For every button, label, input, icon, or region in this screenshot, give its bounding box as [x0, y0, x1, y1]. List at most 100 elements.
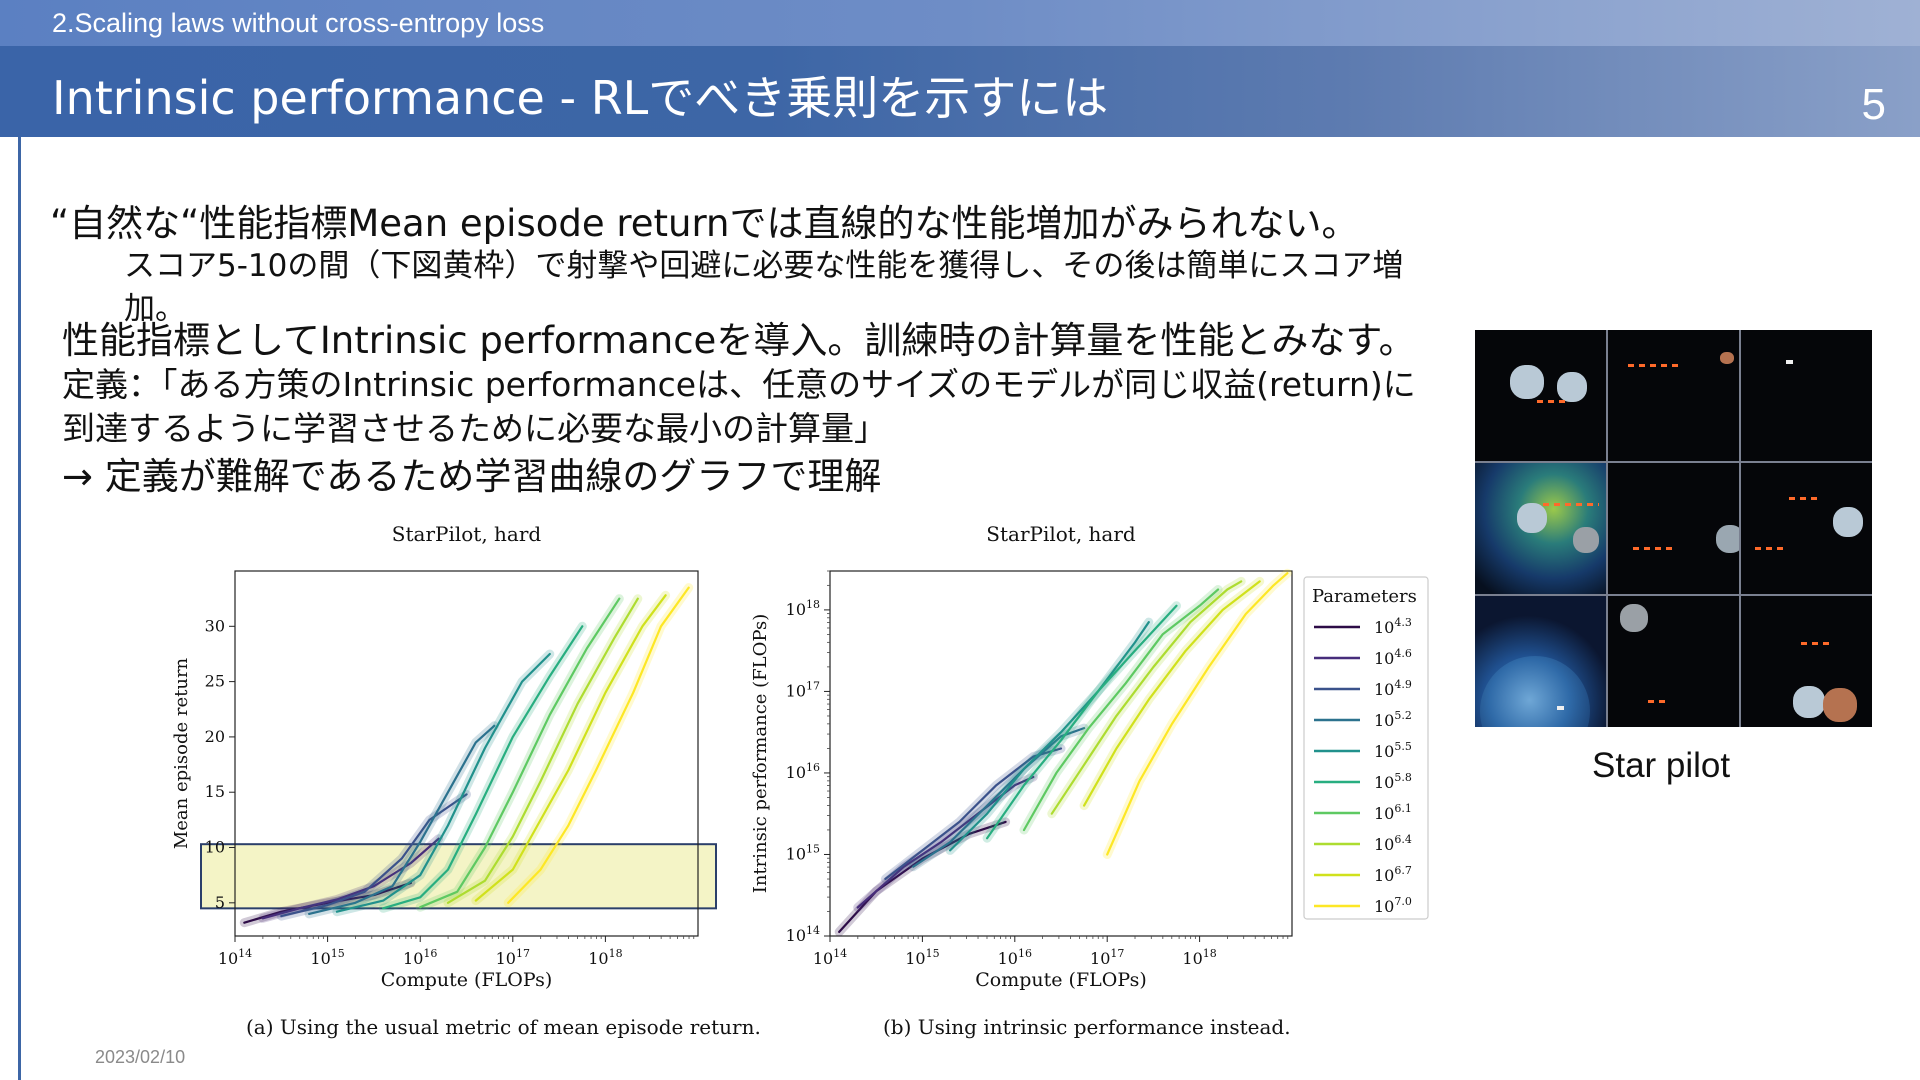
slide-header: 2.Scaling laws without cross-entropy los… [0, 0, 1920, 137]
x-tick-label: 1018 [1182, 947, 1216, 968]
x-axis-label: Compute (FLOPs) [975, 969, 1147, 991]
y-tick-label: 20 [205, 727, 225, 746]
y-tick-label: 1016 [786, 761, 820, 782]
series-line [856, 775, 1035, 909]
y-tick-label: 1015 [786, 842, 820, 863]
y-tick-label: 25 [205, 672, 225, 691]
legend-entry: 105.8 [1374, 771, 1412, 792]
laser-shots-icon [1789, 497, 1817, 500]
legend-box [1303, 576, 1429, 920]
series-line [507, 586, 690, 904]
game-tile [1608, 330, 1739, 461]
page-number: 5 [1861, 80, 1886, 129]
series-line [949, 621, 1150, 852]
x-tick-label: 1017 [1090, 947, 1124, 968]
game-tile [1741, 463, 1872, 594]
header-section-bar [0, 0, 1920, 46]
slide-title: Intrinsic performance - RLでべき乗則を示すには [52, 71, 1109, 125]
laser-shots-icon [1628, 364, 1680, 367]
series-line [335, 652, 551, 913]
laser-shots-icon [1801, 642, 1831, 645]
x-tick-label: 1018 [588, 947, 622, 968]
chart-title: StarPilot, hard [392, 522, 542, 546]
asteroid-icon [1620, 604, 1648, 632]
asteroid-icon [1793, 686, 1825, 718]
section-label: 2.Scaling laws without cross-entropy los… [52, 8, 545, 38]
y-tick-label: 5 [215, 893, 225, 912]
planet-icon [1480, 656, 1590, 727]
asteroid-icon [1557, 372, 1587, 402]
x-tick-label: 1014 [218, 947, 252, 968]
ship-icon [1786, 360, 1793, 364]
starpilot-screenshot-grid [1475, 330, 1872, 727]
y-tick-label: 1017 [786, 679, 820, 700]
y-axis-label: Mean episode return [171, 657, 192, 849]
series-line [308, 724, 496, 915]
y-tick-label: 1018 [786, 598, 820, 619]
body-line-3: 性能指標としてIntrinsic performanceを導入。訓練時の計算量を… [62, 319, 1416, 362]
laser-shots-icon [1543, 503, 1599, 506]
y-tick-label: 1014 [786, 924, 820, 945]
game-tile [1741, 596, 1872, 727]
legend-entry: 104.9 [1374, 678, 1412, 699]
legend-entry: 104.6 [1374, 647, 1412, 668]
legend-entry: 106.4 [1374, 833, 1412, 854]
legend-entry: 106.7 [1374, 864, 1412, 885]
game-tile [1475, 463, 1606, 594]
y-tick-label: 30 [205, 616, 225, 635]
y-axis-label: Intrinsic performance (FLOPs) [750, 614, 771, 894]
body-line-5: 到達するように学習させるために必要な最小の計算量」 [62, 409, 887, 448]
legend-entry: 106.1 [1374, 802, 1412, 823]
y-tick-label: 15 [205, 782, 225, 801]
body-line-4: 定義：「ある方策のIntrinsic performanceは、任意のサイズのモ… [62, 365, 1416, 404]
series-line [1022, 588, 1220, 832]
x-tick-label: 1015 [905, 947, 939, 968]
explosion-icon [1720, 352, 1734, 364]
game-tile [1475, 330, 1606, 461]
x-axis-label: Compute (FLOPs) [381, 969, 553, 991]
y-tick-label: 10 [205, 838, 225, 857]
scaling-charts-svg: StarPilot, hard Compute (FLOPs) Mean episo… [171, 522, 1429, 991]
x-tick-label: 1015 [310, 947, 344, 968]
x-tick-label: 1016 [998, 947, 1032, 968]
asteroid-icon [1510, 365, 1544, 399]
laser-shots-icon [1537, 400, 1565, 403]
series-line [838, 820, 1007, 933]
series-line [446, 597, 639, 904]
scaling-figure: StarPilot, hard Compute (FLOPs) Mean episo… [160, 505, 1440, 1055]
series-line [261, 837, 440, 920]
laser-shots-icon [1633, 547, 1677, 550]
x-tick-label: 1017 [496, 947, 530, 968]
series-line [1050, 580, 1243, 815]
series-band [834, 817, 1011, 937]
series-line [1106, 572, 1289, 856]
body-line-2: スコア5-10の間（下図黄枠）で射撃や回避に必要な性能を獲得し、その後は簡単にス… [124, 248, 1404, 284]
game-tile [1475, 596, 1606, 727]
game-image-label: Star pilot [1592, 746, 1731, 785]
asteroid-icon [1716, 525, 1739, 553]
body-line-6: → 定義が難解であるため学習曲線のグラフで理解 [62, 455, 882, 498]
caption-a: (a) Using the usual metric of mean episo… [246, 1015, 761, 1039]
asteroid-icon [1823, 688, 1857, 722]
asteroid-icon [1573, 527, 1599, 553]
body-line-1: “自然な“性能指標Mean episode returnでは直線的な性能増加がみ… [50, 202, 1359, 245]
laser-shots-icon [1648, 700, 1670, 703]
legend-entry: 104.3 [1374, 616, 1412, 637]
footer-date: 2023/02/10 [95, 1047, 186, 1067]
legend-entry: 105.5 [1374, 740, 1412, 761]
series-line [419, 597, 621, 909]
ship-icon [1557, 706, 1564, 710]
legend-entry: 105.2 [1374, 709, 1412, 730]
legend-title: Parameters [1312, 586, 1417, 607]
x-tick-label: 1014 [813, 947, 847, 968]
series-line [986, 604, 1178, 840]
game-tile [1608, 463, 1739, 594]
caption-b: (b) Using intrinsic performance instead. [883, 1015, 1291, 1039]
axes-frame [234, 570, 699, 937]
chart-title: StarPilot, hard [986, 522, 1136, 546]
left-accent-rule [18, 137, 21, 1080]
series-line [474, 594, 667, 902]
x-tick-label: 1016 [403, 947, 437, 968]
laser-shots-icon [1755, 547, 1783, 550]
asteroid-icon [1833, 507, 1863, 537]
